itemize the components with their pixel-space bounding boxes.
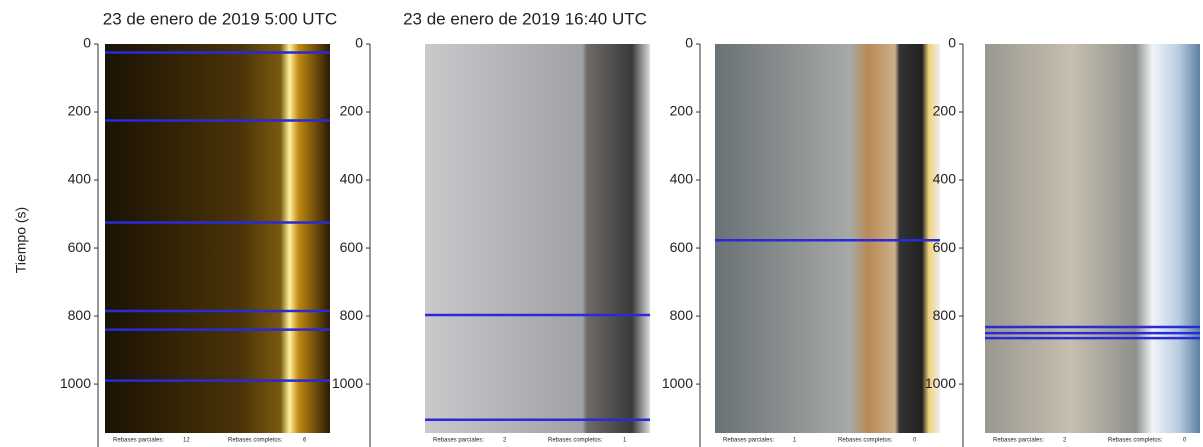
y-tick-label: 400: [340, 171, 364, 187]
timestack-image: [425, 44, 650, 447]
footer-label: Rebases parciales:: [993, 438, 1044, 444]
timestack-image: [985, 44, 1200, 447]
footer-label: Rebases parciales:: [113, 438, 164, 444]
footer-label: Rebases completos:: [548, 438, 603, 444]
footer-label: Rebases completos:: [1108, 438, 1163, 444]
y-axis-label: Tiempo (s): [13, 207, 29, 273]
y-tick-label: 0: [685, 35, 693, 51]
y-tick-label: 400: [670, 171, 694, 187]
panel-title: 23 de enero de 2019 16:40 UTC: [403, 9, 647, 28]
footer-label: Rebases parciales:: [433, 438, 484, 444]
y-tick-label: 200: [340, 103, 364, 119]
y-tick-label: 800: [670, 307, 694, 323]
footer-label: Rebases parciales:: [723, 438, 774, 444]
y-tick-label: 0: [355, 35, 363, 51]
y-tick-label: 800: [68, 307, 92, 323]
y-tick-label: 400: [68, 171, 92, 187]
y-tick-label: 0: [948, 35, 956, 51]
y-tick-label: 400: [933, 171, 957, 187]
footer-label: Rebases completos:: [228, 438, 283, 444]
y-tick-label: 1000: [60, 375, 91, 391]
timestack-image: [105, 44, 330, 447]
y-tick-label: 600: [933, 239, 957, 255]
y-tick-label: 600: [68, 239, 92, 255]
footer-value: 12: [183, 438, 190, 444]
y-tick-label: 800: [340, 307, 364, 323]
y-tick-label: 1000: [662, 375, 693, 391]
y-tick-label: 1000: [332, 375, 363, 391]
footer-label: Rebases completos:: [838, 438, 893, 444]
y-tick-label: 200: [933, 103, 957, 119]
y-tick-label: 200: [670, 103, 694, 119]
y-tick-label: 600: [340, 239, 364, 255]
panel-title: 23 de enero de 2019 5:00 UTC: [103, 9, 337, 28]
timestack-image: [715, 44, 940, 447]
y-tick-label: 200: [68, 103, 92, 119]
y-tick-label: 600: [670, 239, 694, 255]
y-tick-label: 800: [933, 307, 957, 323]
y-tick-label: 1000: [925, 375, 956, 391]
y-tick-label: 0: [83, 35, 91, 51]
figure: Tiempo (s) 0 200 400 600 800 1000 23 de enero …: [0, 0, 1203, 447]
